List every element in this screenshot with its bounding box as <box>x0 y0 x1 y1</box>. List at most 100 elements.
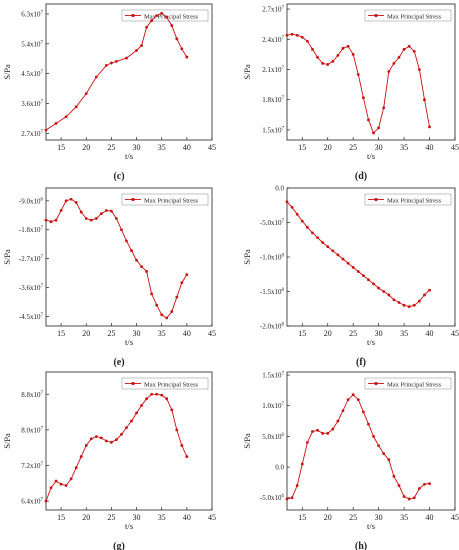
data-point <box>372 435 375 438</box>
data-point <box>402 495 406 498</box>
x-tick-label: 15 <box>298 513 306 522</box>
data-point <box>155 14 159 18</box>
x-tick-label: 35 <box>400 329 408 338</box>
data-point <box>290 205 294 209</box>
y-tick-label: -9.0x106 <box>19 197 44 205</box>
data-point <box>54 218 58 222</box>
x-tick-label: 20 <box>324 513 332 522</box>
data-point <box>135 258 138 262</box>
data-point <box>372 131 375 135</box>
data-point <box>361 274 365 278</box>
data-point <box>331 60 335 63</box>
y-tick-label: 2.1x107 <box>262 66 284 74</box>
data-point <box>170 408 174 412</box>
x-tick-label: 15 <box>57 513 65 522</box>
data-point <box>160 313 164 317</box>
data-point <box>120 432 123 436</box>
y-tick-label: 7.2x107 <box>21 462 43 470</box>
data-point <box>74 201 78 204</box>
legend-box <box>364 9 452 22</box>
data-point <box>326 245 330 249</box>
legend-marker <box>374 381 378 386</box>
y-tick-label: -1.0x108 <box>260 254 285 262</box>
legend: Max Principal Stress <box>364 9 452 22</box>
x-tick-label: 40 <box>426 329 434 338</box>
data-point <box>165 15 169 19</box>
x-tick-label: 40 <box>183 513 191 522</box>
data-point <box>74 105 78 109</box>
x-tick-label: 25 <box>107 143 115 152</box>
data-point <box>356 73 360 76</box>
panel-label: (f) <box>356 357 366 368</box>
data-point <box>300 219 304 223</box>
data-point <box>351 265 355 269</box>
data-point <box>412 49 416 53</box>
x-axis-label: t/s <box>125 151 133 161</box>
panel-label: (g) <box>113 541 125 550</box>
x-tick-label: 35 <box>158 143 166 152</box>
data-point <box>84 92 88 95</box>
x-tick-label: 30 <box>133 513 141 522</box>
data-point <box>402 303 406 307</box>
data-point <box>140 44 143 47</box>
x-tick-label: 40 <box>183 143 191 152</box>
data-point <box>89 437 93 441</box>
y-tick-label: 6.4x107 <box>21 498 43 506</box>
legend-marker <box>131 381 135 386</box>
data-point <box>311 430 314 433</box>
y-tick-label: -1.5x108 <box>260 288 285 296</box>
y-tick-label: 6.3x107 <box>21 10 43 18</box>
data-point <box>150 292 154 296</box>
legend-marker <box>374 13 378 18</box>
data-point <box>412 496 416 500</box>
data-point <box>290 32 294 36</box>
data-point <box>392 62 396 65</box>
data-point <box>115 59 118 63</box>
data-point <box>99 212 103 216</box>
data-point <box>165 397 169 401</box>
y-tick-label: 1.5x107 <box>262 372 284 380</box>
data-point <box>341 409 345 413</box>
y-tick-label: 0.0 <box>275 464 284 472</box>
data-point <box>382 452 386 455</box>
data-point <box>407 305 411 309</box>
y-axis-label: S/Pa <box>242 64 252 80</box>
x-tick-label: 20 <box>82 143 90 152</box>
y-axis-label: S/Pa <box>2 249 12 265</box>
data-point <box>412 303 416 307</box>
data-point <box>285 200 289 204</box>
x-tick-label: 40 <box>426 143 434 152</box>
series-line <box>45 198 188 319</box>
data-point <box>361 410 365 414</box>
chart-panel-2: 15 20 25 30 35 40 45 1.5x107 1.8x107 2.1x107 2.4x1… <box>242 3 459 182</box>
data-point <box>130 249 133 252</box>
data-point <box>300 462 304 466</box>
y-axis-label: S/Pa <box>242 249 252 265</box>
data-point <box>175 295 179 299</box>
legend-box <box>364 193 452 206</box>
y-tick-label: 8.8x107 <box>21 391 43 399</box>
data-point <box>367 422 370 426</box>
y-tick-label: 5.4x107 <box>21 40 43 48</box>
x-tick-label: 15 <box>57 143 65 152</box>
data-point <box>125 239 128 243</box>
data-point <box>356 270 360 273</box>
data-point <box>160 11 164 15</box>
panel-label: (e) <box>113 357 124 368</box>
x-tick-label: 45 <box>208 329 216 338</box>
data-point <box>326 63 330 66</box>
data-point <box>346 44 350 48</box>
panel-label: (c) <box>113 171 124 182</box>
y-tick-label: -3.6x107 <box>19 284 44 292</box>
data-point <box>290 496 294 500</box>
data-point <box>382 290 386 293</box>
data-point <box>377 444 381 447</box>
chart-panel-6: 15 20 25 30 35 40 45 -5.0x106 0.0 5.0x106 1.0x107 1… <box>242 372 459 550</box>
data-point <box>89 218 93 222</box>
data-point <box>94 435 98 438</box>
x-tick-label: 15 <box>57 329 65 338</box>
legend-label: Max Principal Stress <box>144 197 199 204</box>
data-point <box>140 265 143 269</box>
legend-box <box>121 193 209 206</box>
chart-panel-1: 15 20 25 30 35 40 45 2.7x107 3.6x107 4.5x107 5.4x1… <box>2 3 216 182</box>
